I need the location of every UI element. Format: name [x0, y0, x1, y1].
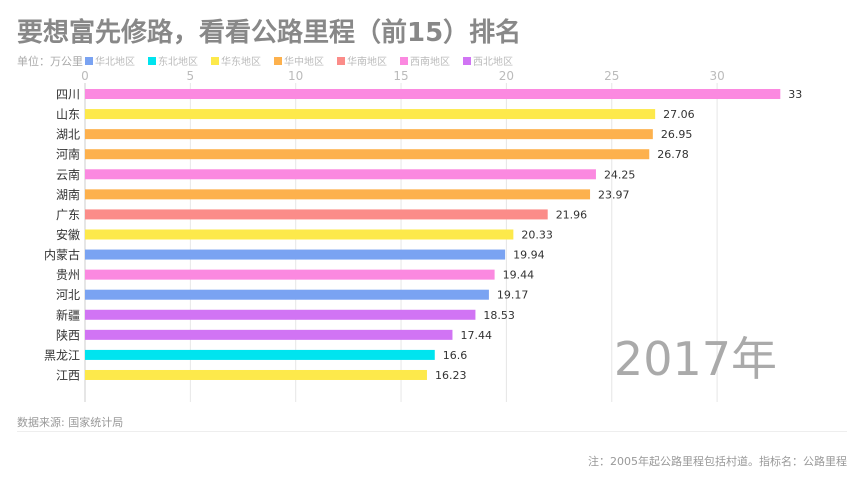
- bar[interactable]: [85, 129, 653, 140]
- y-category-label: 湖北: [56, 127, 80, 142]
- data-label: 19.44: [503, 269, 535, 282]
- legend-swatch: [274, 56, 282, 65]
- x-tick-label: 25: [604, 69, 619, 83]
- bar[interactable]: [85, 89, 781, 99]
- legend-label: 华中地区: [284, 57, 324, 68]
- bar[interactable]: [85, 309, 476, 320]
- legend-item[interactable]: 华东地区: [211, 53, 261, 68]
- bar[interactable]: [85, 329, 453, 340]
- y-category-label: 内蒙古: [44, 247, 80, 262]
- legend: 华北地区 东北地区 华东地区 华中地区 华南地区 西南地区 西北地区: [85, 53, 513, 68]
- data-label: 17.44: [460, 329, 492, 342]
- y-category-label: 山东: [56, 108, 80, 122]
- data-label: 26.95: [661, 128, 693, 141]
- bar[interactable]: [85, 289, 489, 300]
- y-category-label: 河北: [56, 288, 80, 302]
- data-label: 19.17: [497, 289, 528, 302]
- legend-item[interactable]: 华南地区: [337, 53, 387, 68]
- y-category-label: 陕西: [56, 327, 80, 342]
- x-tick-label: 30: [709, 69, 724, 83]
- y-category-label: 黑龙江: [44, 348, 80, 362]
- legend-label: 西南地区: [410, 57, 450, 68]
- bar[interactable]: [85, 189, 591, 200]
- legend-swatch: [337, 56, 345, 65]
- data-label: 16.23: [435, 369, 467, 382]
- y-category-label: 广东: [56, 208, 80, 222]
- legend-label: 华东地区: [221, 57, 261, 68]
- legend-item[interactable]: 华中地区: [274, 53, 324, 68]
- legend-item[interactable]: 西北地区: [463, 53, 513, 68]
- y-category-label: 云南: [56, 167, 80, 182]
- legend-label: 华北地区: [95, 57, 135, 68]
- note-text: 注：2005年起公路里程包括村道。指标名：公路里程: [588, 455, 847, 468]
- legend-item[interactable]: 西南地区: [400, 53, 450, 68]
- legend-swatch: [211, 56, 219, 65]
- x-tick-label: 15: [393, 69, 408, 83]
- y-category-label: 河南: [56, 147, 80, 162]
- data-label: 16.6: [443, 349, 468, 362]
- data-label: 26.78: [657, 148, 689, 161]
- y-category-label: 湖南: [56, 187, 80, 202]
- data-label: 19.94: [513, 249, 545, 262]
- data-label: 20.33: [521, 228, 553, 241]
- bar[interactable]: [85, 269, 495, 280]
- legend-item[interactable]: 东北地区: [148, 53, 198, 68]
- legend-label: 西北地区: [473, 57, 513, 68]
- data-label: 24.25: [604, 168, 636, 181]
- legend-swatch: [400, 56, 408, 65]
- x-tick-label: 10: [288, 69, 303, 83]
- bar[interactable]: [85, 369, 427, 380]
- legend-item[interactable]: 华北地区: [85, 53, 135, 68]
- bar[interactable]: [85, 109, 656, 120]
- bar[interactable]: [85, 349, 435, 360]
- y-category-label: 贵州: [56, 268, 80, 282]
- divider: [17, 431, 847, 432]
- y-category-label: 新疆: [56, 307, 80, 322]
- data-label: 18.53: [483, 309, 515, 322]
- bar[interactable]: [85, 149, 650, 160]
- bar[interactable]: [85, 209, 548, 220]
- legend-label: 东北地区: [158, 57, 198, 68]
- data-label: 33: [788, 88, 802, 101]
- legend-swatch: [85, 56, 93, 65]
- y-category-label: 安徽: [56, 227, 80, 242]
- x-tick-label: 5: [187, 69, 195, 83]
- legend-swatch: [463, 56, 471, 65]
- bar[interactable]: [85, 169, 596, 180]
- y-category-label: 江西: [56, 368, 80, 382]
- unit-label: 单位：万公里: [17, 55, 83, 68]
- legend-swatch: [148, 56, 156, 65]
- year-label: 2017年: [614, 332, 777, 386]
- data-label: 23.97: [598, 188, 630, 201]
- bar[interactable]: [85, 249, 506, 260]
- chart-title: 要想富先修路，看看公路里程（前15）排名: [17, 18, 522, 48]
- data-label: 21.96: [556, 208, 588, 221]
- legend-label: 华南地区: [347, 57, 387, 68]
- bar[interactable]: [85, 229, 514, 240]
- x-tick-label: 20: [499, 69, 514, 83]
- source-text: 数据来源: 国家统计局: [17, 416, 124, 429]
- y-category-label: 四川: [56, 88, 80, 102]
- x-tick-label: 0: [81, 69, 89, 83]
- data-label: 27.06: [663, 108, 695, 121]
